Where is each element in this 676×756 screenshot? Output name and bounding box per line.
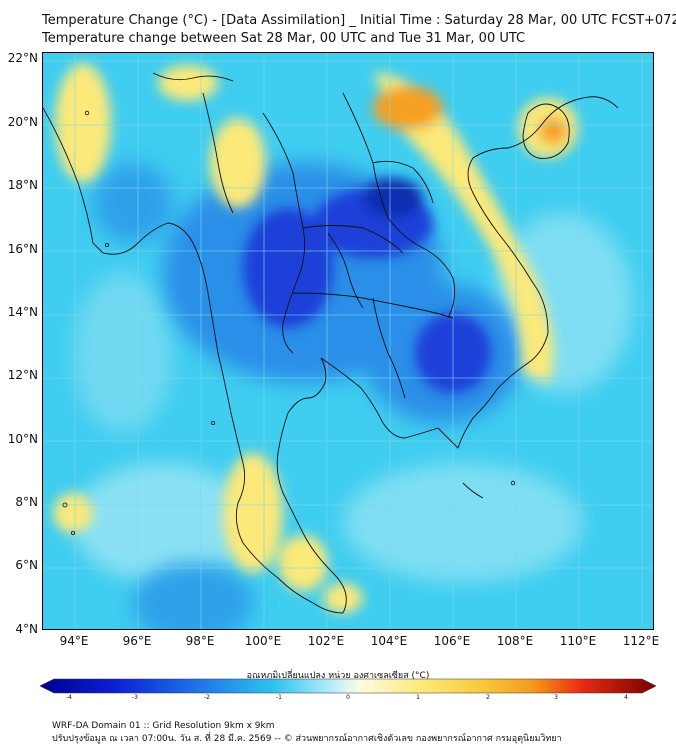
title-line-2: Temperature change between Sat 28 Mar, 0… xyxy=(42,31,526,46)
blue-region xyxy=(133,563,253,629)
colorbar-tick: -1 xyxy=(276,694,282,701)
coldest-core xyxy=(363,178,423,218)
title-line-1: Temperature Change (°C) - [Data Assimila… xyxy=(42,13,676,28)
colorbar-tick: -4 xyxy=(66,694,72,701)
colorbar-title: อุณหภูมิเปลี่ยนแปลง หน่วย องศาเซลเซียส (… xyxy=(246,671,430,681)
lon-label: 100°E xyxy=(244,634,282,648)
lon-label: 94°E xyxy=(59,634,89,648)
colorbar-tick: 2 xyxy=(486,694,490,701)
lat-label: 16°N xyxy=(7,242,38,256)
warm-anomaly xyxy=(53,493,93,533)
map-canvas xyxy=(43,53,653,629)
cold-core xyxy=(243,208,333,328)
lon-label: 98°E xyxy=(185,634,215,648)
light-cyan-patch xyxy=(73,273,173,433)
colorbar-tick: 0 xyxy=(346,694,350,701)
footer-line-1: WRF-DA Domain 01 :: Grid Resolution 9km … xyxy=(52,721,275,731)
warm-anomaly xyxy=(278,535,328,591)
warm-anomaly xyxy=(323,583,363,613)
chart-title: Temperature Change (°C) - [Data Assimila… xyxy=(42,12,676,48)
warm-anomaly xyxy=(210,118,266,208)
warm-anomaly xyxy=(158,65,218,101)
lon-label: 108°E xyxy=(496,634,534,648)
colorbar-tick: -3 xyxy=(132,694,138,701)
colorbar xyxy=(40,678,656,694)
islands xyxy=(62,110,516,535)
lon-label: 110°E xyxy=(559,634,597,648)
lat-label: 12°N xyxy=(7,368,38,382)
temperature-change-map xyxy=(42,52,654,630)
colorbar-gradient xyxy=(40,678,656,694)
lon-label: 96°E xyxy=(122,634,152,648)
warm-anomaly xyxy=(373,86,443,130)
warm-anomaly xyxy=(55,63,111,183)
lat-label: 10°N xyxy=(7,432,38,446)
coastlines xyxy=(43,72,619,614)
lon-label: 104°E xyxy=(370,634,408,648)
lon-label: 102°E xyxy=(307,634,345,648)
colorbar-tick: 1 xyxy=(416,694,420,701)
colorbar-tick: 4 xyxy=(624,694,628,701)
blue-region xyxy=(93,163,173,243)
light-cyan-patch xyxy=(343,463,583,583)
lon-label: 112°E xyxy=(622,634,660,648)
footer: WRF-DA Domain 01 :: Grid Resolution 9km … xyxy=(52,720,562,746)
warm-anomaly xyxy=(223,453,283,573)
lat-label: 22°N xyxy=(7,51,38,65)
footer-line-2: ปรับปรุงข้อมูล ณ เวลา 07:00น. วัน ส. ที่… xyxy=(52,734,562,744)
lat-label: 14°N xyxy=(7,305,38,319)
lat-label: 4°N xyxy=(15,622,38,636)
light-cyan-patch xyxy=(73,463,253,583)
lat-label: 8°N xyxy=(15,495,38,509)
lat-label: 6°N xyxy=(15,558,38,572)
colorbar-tick: 3 xyxy=(554,694,558,701)
lon-label: 106°E xyxy=(433,634,471,648)
lat-label: 20°N xyxy=(7,115,38,129)
lat-label: 18°N xyxy=(7,178,38,192)
colorbar-tick: -2 xyxy=(204,694,210,701)
hot-anomaly xyxy=(539,117,567,145)
